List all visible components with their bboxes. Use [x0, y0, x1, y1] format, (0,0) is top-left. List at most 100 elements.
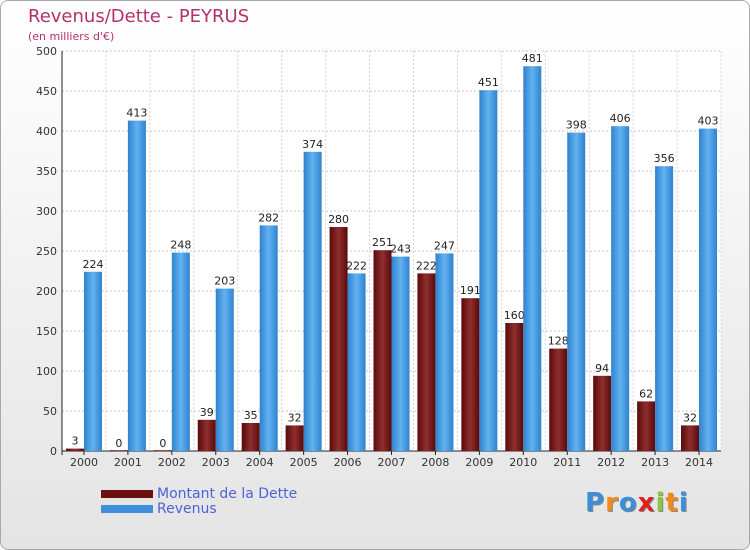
bar-dette: [593, 375, 612, 451]
data-label-revenus: 451: [478, 76, 499, 89]
bar-dette: [373, 250, 392, 451]
data-label-dette: 32: [683, 411, 697, 424]
x-tick-label: 2000: [70, 456, 98, 469]
y-tick-label: 450: [36, 85, 57, 98]
bar-dette: [65, 448, 84, 451]
x-tick-label: 2008: [421, 456, 449, 469]
y-tick-label: 500: [36, 45, 57, 58]
bar-revenus: [83, 271, 102, 451]
logo-letter: i: [678, 488, 689, 518]
x-tick-label: 2004: [246, 456, 274, 469]
bar-revenus: [171, 252, 190, 451]
logo-letter: i: [655, 488, 666, 518]
bar-dette: [681, 425, 700, 451]
bar-revenus: [259, 225, 278, 451]
bar-revenus: [347, 273, 366, 451]
bar-revenus: [523, 66, 542, 451]
bar-revenus: [479, 90, 498, 451]
x-tick-label: 2012: [597, 456, 625, 469]
legend-label-dette: Montant de la Dette: [157, 486, 298, 502]
data-label-dette: 32: [288, 411, 302, 424]
bar-revenus: [567, 132, 586, 451]
y-tick-label: 150: [36, 325, 57, 338]
proxiti-logo: Proxiti: [585, 488, 689, 518]
legend-swatch-revenus: [101, 505, 153, 513]
x-tick-label: 2006: [334, 456, 362, 469]
data-label-dette: 0: [159, 437, 166, 450]
bar-dette: [549, 348, 568, 451]
data-label-dette: 251: [372, 236, 393, 249]
bar-dette: [241, 423, 260, 451]
y-tick-label: 50: [43, 405, 57, 418]
bar-revenus: [391, 256, 410, 451]
legend-swatch-dette: [101, 490, 153, 498]
y-tick-label: 200: [36, 285, 57, 298]
data-label-revenus: 222: [346, 259, 367, 272]
bar-revenus: [215, 288, 234, 451]
data-label-revenus: 481: [522, 52, 543, 65]
bar-dette: [461, 298, 480, 451]
y-tick-label: 300: [36, 205, 57, 218]
x-tick-label: 2013: [641, 456, 669, 469]
data-label-revenus: 282: [258, 211, 279, 224]
data-label-dette: 62: [639, 387, 653, 400]
data-label-revenus: 406: [610, 112, 631, 125]
x-tick-label: 2007: [378, 456, 406, 469]
bar-dette: [329, 227, 348, 451]
data-label-dette: 3: [71, 435, 78, 448]
bar-dette: [109, 450, 128, 451]
data-label-dette: 191: [460, 284, 481, 297]
bar-revenus: [127, 120, 146, 451]
data-label-revenus: 248: [170, 239, 191, 252]
bar-dette: [153, 450, 172, 451]
x-tick-label: 2002: [158, 456, 186, 469]
x-tick-label: 2010: [509, 456, 537, 469]
bar-revenus: [435, 253, 454, 451]
data-label-revenus: 247: [434, 239, 455, 252]
x-tick-label: 2001: [114, 456, 142, 469]
data-label-dette: 222: [416, 259, 437, 272]
y-tick-label: 100: [36, 365, 57, 378]
bar-dette: [637, 401, 656, 451]
data-label-dette: 160: [504, 309, 525, 322]
y-tick-label: 250: [36, 245, 57, 258]
data-label-dette: 39: [200, 406, 214, 419]
y-tick-label: 400: [36, 125, 57, 138]
y-tick-label: 0: [50, 445, 57, 458]
bar-dette: [285, 425, 304, 451]
bar-dette: [505, 323, 524, 451]
data-label-revenus: 413: [126, 107, 147, 120]
data-label-revenus: 243: [390, 243, 411, 256]
data-label-revenus: 356: [654, 152, 675, 165]
logo-letter: o: [618, 488, 638, 518]
x-tick-label: 2009: [465, 456, 493, 469]
data-label-revenus: 398: [566, 119, 587, 132]
bar-revenus: [655, 166, 674, 451]
logo-letter: r: [605, 488, 619, 518]
data-label-dette: 35: [244, 409, 258, 422]
data-label-dette: 94: [595, 362, 609, 375]
x-tick-label: 2005: [290, 456, 318, 469]
logo-letter: t: [665, 488, 679, 518]
bar-revenus: [699, 128, 718, 451]
x-tick-label: 2014: [685, 456, 713, 469]
bar-dette: [417, 273, 436, 451]
y-tick-label: 350: [36, 165, 57, 178]
legend-label-revenus: Revenus: [157, 501, 217, 517]
data-label-revenus: 224: [82, 258, 103, 271]
data-label-revenus: 403: [698, 115, 719, 128]
logo-letter: P: [585, 488, 606, 518]
data-label-revenus: 203: [214, 275, 235, 288]
data-label-revenus: 374: [302, 138, 323, 151]
data-label-dette: 280: [328, 213, 349, 226]
bar-dette: [197, 419, 216, 451]
x-tick-label: 2003: [202, 456, 230, 469]
x-tick-label: 2011: [553, 456, 581, 469]
bar-revenus: [303, 151, 322, 452]
logo-letter: x: [637, 488, 656, 518]
chart-title: Revenus/Dette - PEYRUS: [28, 6, 250, 27]
data-label-dette: 0: [115, 437, 122, 450]
chart-subtitle: (en milliers d'€): [28, 30, 115, 43]
